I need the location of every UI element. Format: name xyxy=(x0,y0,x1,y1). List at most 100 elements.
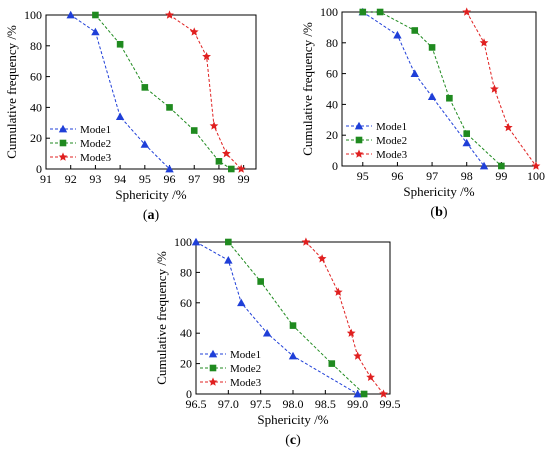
series-mode2 xyxy=(92,11,235,173)
data-point xyxy=(289,322,297,329)
x-tick-label: 95 xyxy=(357,169,369,183)
panel-label: (c) xyxy=(285,433,301,448)
x-tick-label: 97.5 xyxy=(250,397,271,411)
y-tick-label: 100 xyxy=(320,5,338,19)
y-tick-label: 80 xyxy=(180,265,192,279)
x-tick-label: 99 xyxy=(495,169,507,183)
y-tick-label: 100 xyxy=(174,235,192,249)
chart-panel-b: 95 96 97 98 99 100 0 20 40 60 80 100 Sphericity /% Cu… xyxy=(300,5,545,220)
legend-marker xyxy=(354,121,364,130)
plot-frame xyxy=(45,14,257,170)
data-point xyxy=(490,84,499,93)
y-axis-title: Cumulative frequency /% xyxy=(154,251,169,385)
data-point xyxy=(353,389,362,398)
data-point xyxy=(428,44,436,51)
series-line xyxy=(95,14,232,170)
legend-marker xyxy=(354,149,364,158)
series-line xyxy=(169,14,242,170)
data-point xyxy=(498,162,505,170)
y-tick-label: 20 xyxy=(326,128,338,142)
y-tick-label: 20 xyxy=(180,357,192,371)
data-point xyxy=(328,360,336,367)
data-point xyxy=(410,69,419,77)
data-point xyxy=(140,140,150,148)
legend-label: Mode3 xyxy=(376,149,408,161)
data-point xyxy=(227,165,235,173)
data-point xyxy=(317,254,327,263)
y-tick-label: 60 xyxy=(180,296,192,310)
data-point xyxy=(189,27,199,36)
x-tick-label: 99.5 xyxy=(380,397,401,411)
legend-marker xyxy=(208,377,218,386)
data-point xyxy=(166,104,173,111)
y-axis-title: Cumulative frequency /% xyxy=(300,22,315,156)
series-line xyxy=(362,11,485,167)
x-tick-label: 96 xyxy=(164,172,176,186)
legend-marker xyxy=(58,152,68,161)
x-axis-title: Sphericity /% xyxy=(403,184,474,199)
y-tick-label: 60 xyxy=(326,67,338,81)
data-point xyxy=(66,10,75,19)
data-point xyxy=(462,7,472,16)
y-tick-label: 40 xyxy=(326,97,338,111)
series-mode3 xyxy=(462,7,541,170)
x-tick-label: 97.0 xyxy=(218,397,239,411)
data-point xyxy=(366,372,375,381)
y-tick-label: 0 xyxy=(36,162,42,176)
legend-marker xyxy=(355,136,363,144)
data-point xyxy=(190,127,198,134)
data-point xyxy=(257,278,264,285)
data-point xyxy=(165,10,174,19)
legend: Mode1 Mode2 Mode3 xyxy=(346,121,408,161)
x-axis-title: Sphericity /% xyxy=(115,187,186,202)
x-tick-label: 94 xyxy=(114,172,126,186)
chart-panel-c: 96.5 97.0 97.5 98.0 98.5 99.0 99.5 0 20 40 60 80 100… xyxy=(154,235,401,448)
y-tick-label: 40 xyxy=(30,100,42,114)
y-tick-label: 20 xyxy=(30,131,42,145)
legend-label: Mode3 xyxy=(230,377,262,389)
legend-label: Mode2 xyxy=(376,135,407,147)
series-line xyxy=(305,241,384,395)
data-point xyxy=(202,51,211,61)
x-axis-title: Sphericity /% xyxy=(257,412,328,427)
data-point xyxy=(115,112,125,120)
data-point xyxy=(301,237,311,246)
series-mode3 xyxy=(165,10,246,173)
data-point xyxy=(191,237,201,246)
series-line xyxy=(195,241,358,395)
chart-panel-a: 91 92 93 94 95 96 97 98 99 0 20 40 60 80 100 Sphericity… xyxy=(4,8,257,223)
data-point xyxy=(165,164,174,173)
data-point xyxy=(141,84,149,91)
legend-marker xyxy=(58,124,68,133)
data-point xyxy=(225,238,232,246)
panel-label: (a) xyxy=(143,208,160,223)
data-point xyxy=(376,8,384,16)
series-line xyxy=(70,14,170,170)
data-point xyxy=(479,161,489,170)
legend-label: Mode1 xyxy=(230,349,261,361)
data-point xyxy=(215,158,223,165)
x-tick-label: 92 xyxy=(65,172,77,186)
data-point xyxy=(288,351,298,360)
y-tick-label: 80 xyxy=(326,36,338,50)
data-point xyxy=(353,351,363,360)
data-point xyxy=(209,121,219,130)
y-axis-title: Cumulative frequency /% xyxy=(4,25,19,159)
data-point xyxy=(463,130,471,137)
data-point xyxy=(237,298,246,307)
data-point xyxy=(531,161,541,170)
data-point xyxy=(446,94,453,102)
data-point xyxy=(91,27,100,36)
x-tick-label: 96 xyxy=(391,169,403,183)
x-tick-label: 100 xyxy=(527,169,545,183)
data-point xyxy=(116,40,124,48)
data-point xyxy=(427,92,437,101)
data-point xyxy=(236,164,246,173)
series-mode1 xyxy=(191,237,362,398)
y-tick-label: 0 xyxy=(186,387,192,401)
legend: Mode1 Mode2 Mode3 xyxy=(50,124,112,164)
x-tick-label: 96.5 xyxy=(186,397,207,411)
data-point xyxy=(333,287,343,296)
x-tick-label: 99.0 xyxy=(347,397,368,411)
